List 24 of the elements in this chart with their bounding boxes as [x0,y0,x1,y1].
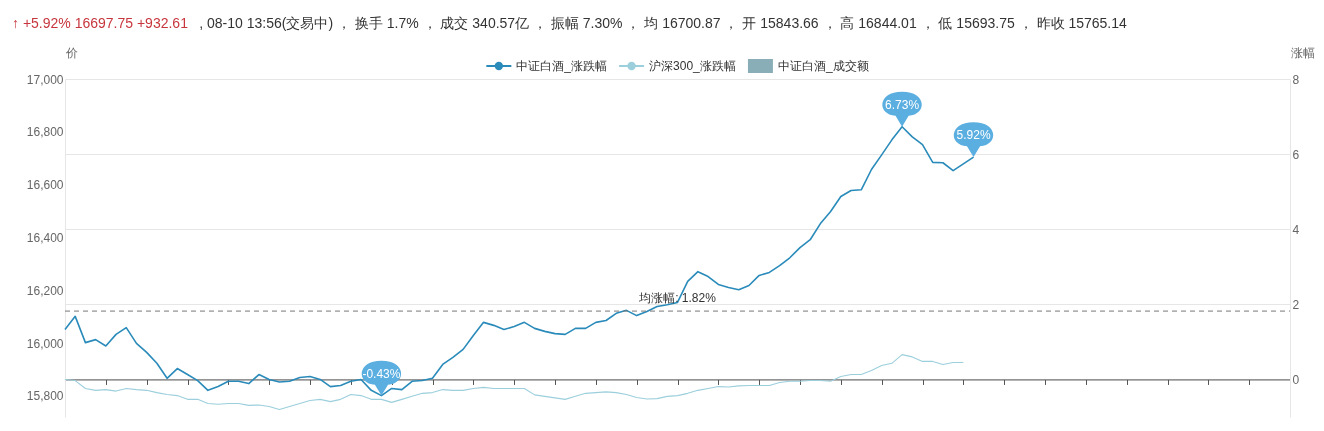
y2-tick-label: 8 [1292,72,1300,87]
y2-tick-label: 0 [1292,372,1300,387]
text: , 08-10 13:56(交易中) ， 换手 1.7% ， 成交 340.57亿 ， 振幅 7.30% ， 均 16700.87 ， 开 15843.66 ， 高 16844.01 ， 低 15693.75 ， 昨收 15765.14 [199,15,1128,31]
legend-label: 沪深300_涨跌幅 [649,59,736,73]
data-label: 6.73% [885,97,920,112]
y-axis-title: 价 [64,45,78,60]
y-tick-label: 16,400 [26,230,64,245]
y2-tick-label: 6 [1292,147,1300,162]
y-tick-label: 16,000 [26,336,64,351]
y-tick-label: 16,800 [26,125,64,140]
line-series [64,354,964,411]
legend-label: 中证白酒_涨跌幅 [516,59,608,73]
legend-label: 中证白酒_成交额 [777,59,869,73]
y2-axis-title: 涨幅 [1290,45,1315,60]
y-tick-label: 15,800 [26,389,64,404]
y-tick-label: 16,600 [26,178,64,193]
data-label: -0.43% [362,366,401,381]
data-label: 5.92% [956,128,991,143]
y-tick-label: 17,000 [26,72,64,87]
y2-tick-label: 4 [1292,222,1300,237]
text: ↑ +5.92% 16697.75 +932.61 [12,15,189,31]
y2-tick-label: 2 [1292,297,1300,312]
ref-line-label: 均涨幅: 1.82% [638,291,717,306]
y-tick-label: 16,200 [26,283,64,298]
